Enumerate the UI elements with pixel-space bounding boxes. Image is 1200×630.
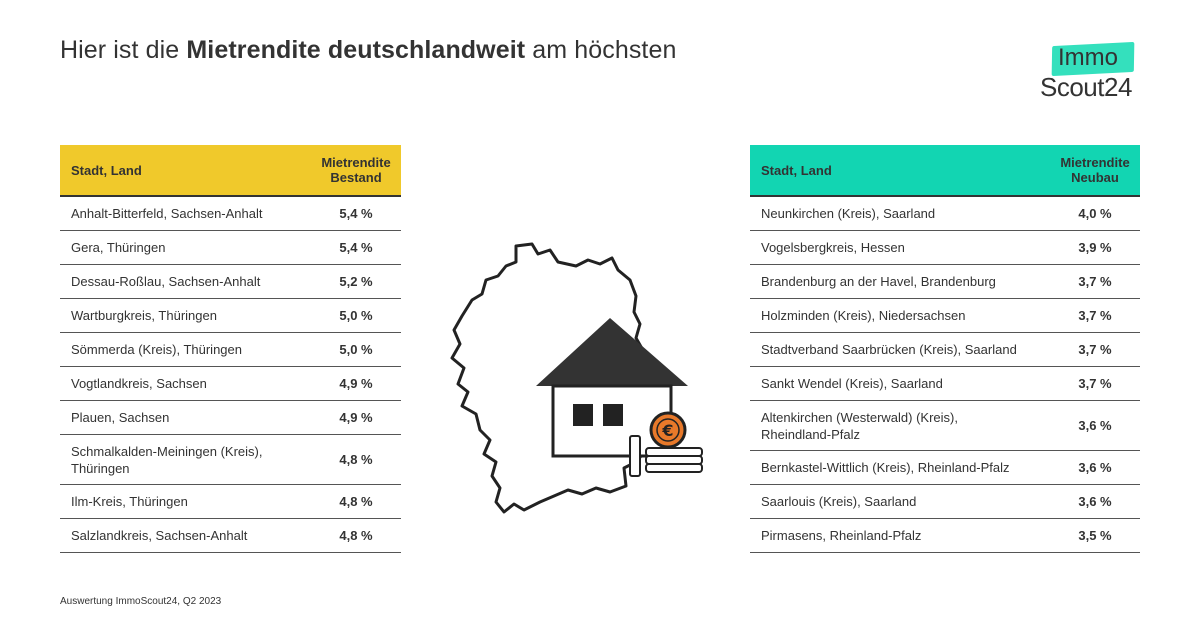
table-row: Neunkirchen (Kreis), Saarland 4,0 % bbox=[750, 197, 1140, 231]
yield-cell: 3,7 % bbox=[1078, 342, 1112, 357]
germany-outline bbox=[450, 242, 656, 514]
table-row: Anhalt-Bitterfeld, Sachsen-Anhalt 5,4 % bbox=[60, 197, 401, 231]
source-note: Auswertung ImmoScout24, Q2 2023 bbox=[60, 596, 222, 607]
location-cell: Pirmasens, Rheinland-Pfalz bbox=[761, 528, 922, 543]
table-row: Ilm-Kreis, Thüringen 4,8 % bbox=[60, 485, 401, 519]
yield-cell: 3,6 % bbox=[1078, 494, 1112, 509]
yield-cell: 5,4 % bbox=[339, 240, 373, 255]
location-cell: Ilm-Kreis, Thüringen bbox=[71, 494, 188, 509]
table-row: Bernkastel-Wittlich (Kreis), Rheinland-P… bbox=[750, 451, 1140, 485]
column-header-location: Stadt, Land bbox=[761, 162, 832, 178]
column-header-yield-line2: Neubau bbox=[1071, 170, 1119, 185]
table-row: Vogelsbergkreis, Hessen 3,9 % bbox=[750, 231, 1140, 265]
column-header-yield: Mietrendite Neubau bbox=[1050, 155, 1140, 185]
yield-cell: 4,8 % bbox=[339, 494, 373, 509]
yield-cell: 3,7 % bbox=[1078, 376, 1112, 391]
table-row: Sankt Wendel (Kreis), Saarland 3,7 % bbox=[750, 367, 1140, 401]
table-row: Brandenburg an der Havel, Brandenburg 3,7… bbox=[750, 265, 1140, 299]
germany-map-house-euro-icon: € bbox=[440, 240, 720, 520]
house-window-left bbox=[573, 404, 593, 426]
yield-cell: 4,8 % bbox=[339, 528, 373, 543]
yield-cell: 3,6 % bbox=[1078, 418, 1112, 433]
logo-line-immo: Immo bbox=[1058, 44, 1118, 71]
yield-cell: 3,7 % bbox=[1078, 274, 1112, 289]
euro-coin bbox=[649, 411, 687, 449]
location-cell: Anhalt-Bitterfeld, Sachsen-Anhalt bbox=[71, 206, 263, 221]
yield-cell: 5,2 % bbox=[339, 274, 373, 289]
location-cell: Schmalkalden-Meiningen (Kreis), Thüringe… bbox=[71, 443, 263, 476]
yield-cell: 5,4 % bbox=[339, 206, 373, 221]
column-header-yield: Mietrendite Bestand bbox=[311, 155, 401, 185]
yield-cell: 3,5 % bbox=[1078, 528, 1112, 543]
location-cell: Brandenburg an der Havel, Brandenburg bbox=[761, 274, 996, 289]
table-row: Schmalkalden-Meiningen (Kreis), Thüringe… bbox=[60, 435, 401, 485]
yield-cell: 3,9 % bbox=[1078, 240, 1112, 255]
table-row: Gera, Thüringen 5,4 % bbox=[60, 231, 401, 265]
table-bestand: Stadt, Land Mietrendite Bestand Anhalt-B… bbox=[60, 145, 401, 553]
table-row: Dessau-Roßlau, Sachsen-Anhalt 5,2 % bbox=[60, 265, 401, 299]
title-prefix: Hier ist die bbox=[60, 36, 187, 64]
location-cell: Stadtverband Saarbrücken (Kreis), Saarla… bbox=[761, 342, 1017, 357]
column-header-yield-line2: Bestand bbox=[330, 170, 382, 185]
column-header-yield-line1: Mietrendite bbox=[321, 155, 391, 170]
location-cell: Bernkastel-Wittlich (Kreis), Rheinland-P… bbox=[761, 460, 1010, 475]
table-header: Stadt, Land Mietrendite Neubau bbox=[750, 145, 1140, 197]
table-row: Holzminden (Kreis), Niedersachsen 3,7 % bbox=[750, 299, 1140, 333]
location-cell: Gera, Thüringen bbox=[71, 240, 166, 255]
table-row: Pirmasens, Rheinland-Pfalz 3,5 % bbox=[750, 519, 1140, 553]
location-cell: Vogtlandkreis, Sachsen bbox=[71, 376, 207, 391]
column-header-location: Stadt, Land bbox=[71, 162, 142, 178]
yield-cell: 4,0 % bbox=[1078, 206, 1112, 221]
yield-cell: 4,9 % bbox=[339, 410, 373, 425]
location-cell: Plauen, Sachsen bbox=[71, 410, 170, 425]
location-cell: Wartburgkreis, Thüringen bbox=[71, 308, 217, 323]
location-cell: Holzminden (Kreis), Niedersachsen bbox=[761, 308, 966, 323]
yield-cell: 5,0 % bbox=[339, 308, 373, 323]
title-suffix: am höchsten bbox=[525, 36, 677, 64]
table-neubau: Stadt, Land Mietrendite Neubau Neunkirch… bbox=[750, 145, 1140, 553]
table-row: Altenkirchen (Westerwald) (Kreis), Rhein… bbox=[750, 401, 1140, 451]
yield-cell: 4,9 % bbox=[339, 376, 373, 391]
table-row: Wartburgkreis, Thüringen 5,0 % bbox=[60, 299, 401, 333]
title-bold: Mietrendite deutschlandweit bbox=[186, 36, 526, 64]
yield-cell: 3,6 % bbox=[1078, 460, 1112, 475]
page-title: Hier ist die Mietrendite deutschlandweit… bbox=[60, 36, 677, 65]
column-header-yield-line1: Mietrendite bbox=[1060, 155, 1130, 170]
location-cell: Saarlouis (Kreis), Saarland bbox=[761, 494, 917, 509]
location-cell: Neunkirchen (Kreis), Saarland bbox=[761, 206, 936, 221]
yield-cell: 5,0 % bbox=[339, 342, 373, 357]
location-cell: Sömmerda (Kreis), Thüringen bbox=[71, 342, 242, 357]
euro-symbol: € bbox=[661, 421, 673, 440]
table-row: Plauen, Sachsen 4,9 % bbox=[60, 401, 401, 435]
yield-cell: 3,7 % bbox=[1078, 308, 1112, 323]
table-row: Stadtverband Saarbrücken (Kreis), Saarla… bbox=[750, 333, 1140, 367]
illustration-svg: € bbox=[450, 242, 703, 514]
table-row: Salzlandkreis, Sachsen-Anhalt 4,8 % bbox=[60, 519, 401, 553]
location-cell: Dessau-Roßlau, Sachsen-Anhalt bbox=[71, 274, 261, 289]
yield-cell: 4,8 % bbox=[339, 452, 373, 467]
house-roof bbox=[536, 318, 688, 386]
logo-line-scout24: Scout24 bbox=[1040, 72, 1132, 102]
location-cell: Altenkirchen (Westerwald) (Kreis), Rhein… bbox=[761, 409, 958, 442]
location-cell: Vogelsbergkreis, Hessen bbox=[761, 240, 905, 255]
coin-stack bbox=[629, 435, 703, 477]
immoscout24-logo: Immo Scout24 bbox=[1038, 41, 1142, 102]
house-window-right bbox=[603, 404, 623, 426]
location-cell: Sankt Wendel (Kreis), Saarland bbox=[761, 376, 943, 391]
location-cell: Salzlandkreis, Sachsen-Anhalt bbox=[71, 528, 248, 543]
table-row: Vogtlandkreis, Sachsen 4,9 % bbox=[60, 367, 401, 401]
table-row: Saarlouis (Kreis), Saarland 3,6 % bbox=[750, 485, 1140, 519]
table-row: Sömmerda (Kreis), Thüringen 5,0 % bbox=[60, 333, 401, 367]
table-header: Stadt, Land Mietrendite Bestand bbox=[60, 145, 401, 197]
